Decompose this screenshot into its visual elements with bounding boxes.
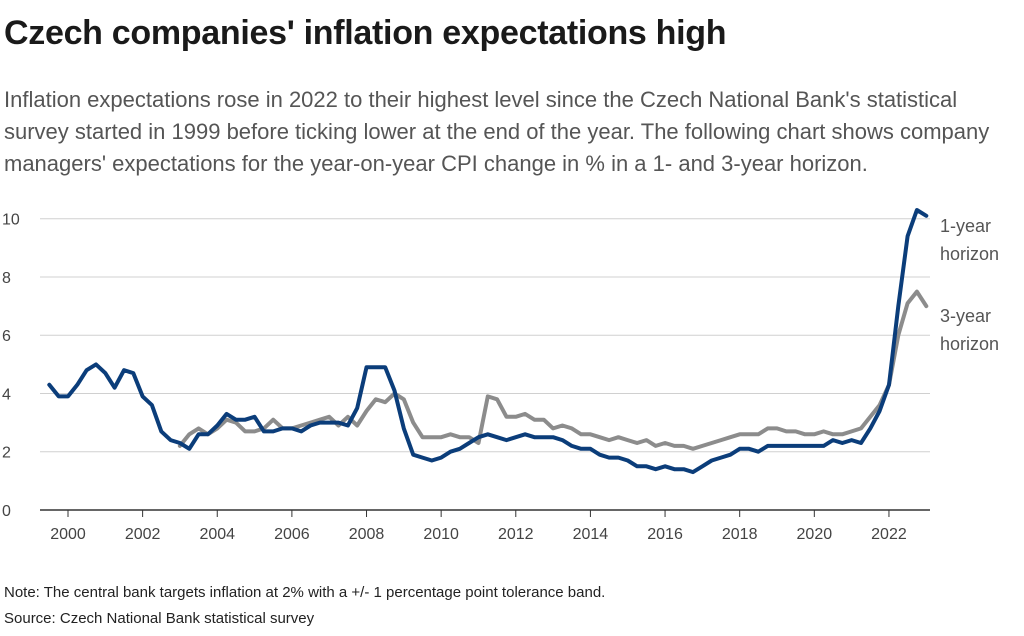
chart-source: Source: Czech National Bank statistical …: [4, 610, 315, 627]
x-tick-label: 2004: [199, 526, 235, 543]
x-tick-label: 2014: [573, 526, 609, 543]
x-tick-label: 2002: [125, 526, 161, 543]
y-tick-label: 8: [2, 270, 11, 287]
x-tick-label: 2010: [423, 526, 459, 543]
series-labels: 1-year horizon 3-year horizon: [940, 216, 999, 354]
chart-title: Czech companies' inflation expectations …: [4, 14, 727, 52]
y-tick-label: 4: [2, 386, 11, 403]
chart-subtitle: Inflation expectations rose in 2022 to t…: [4, 87, 990, 176]
x-tick-label: 2012: [498, 526, 534, 543]
series-label-1-year: 1-year: [940, 216, 991, 236]
line-chart: 0 2 4 6 8 10 2000 2002 2004 2006 2008 2010 2012 2014 2…: [2, 208, 999, 543]
x-tick-label: 2016: [647, 526, 683, 543]
y-tick-label: 6: [2, 328, 11, 345]
y-tick-label: 2: [2, 445, 11, 462]
series-line-1-year: [47, 208, 929, 475]
x-tick-label: 2020: [797, 526, 833, 543]
gridlines: [40, 218, 930, 511]
x-tick-label: 2008: [349, 526, 385, 543]
y-tick-label: 10: [2, 212, 20, 229]
series-label-1-year: horizon: [940, 244, 999, 264]
series-lines: [47, 208, 929, 475]
x-tick-label: 2000: [50, 526, 86, 543]
series-label-3-year: horizon: [940, 334, 999, 354]
x-tick-label: 2022: [871, 526, 907, 543]
y-tick-label: 0: [2, 503, 11, 520]
series-line-3-year: [177, 289, 929, 451]
axis-ticks: 0 2 4 6 8 10 2000 2002 2004 2006 2008 2010 2012 2014 2…: [2, 212, 907, 543]
series-label-3-year: 3-year: [940, 306, 991, 326]
chart-note: Note: The central bank targets inflation…: [4, 584, 606, 601]
x-tick-label: 2006: [274, 526, 310, 543]
x-tick-label: 2018: [722, 526, 758, 543]
